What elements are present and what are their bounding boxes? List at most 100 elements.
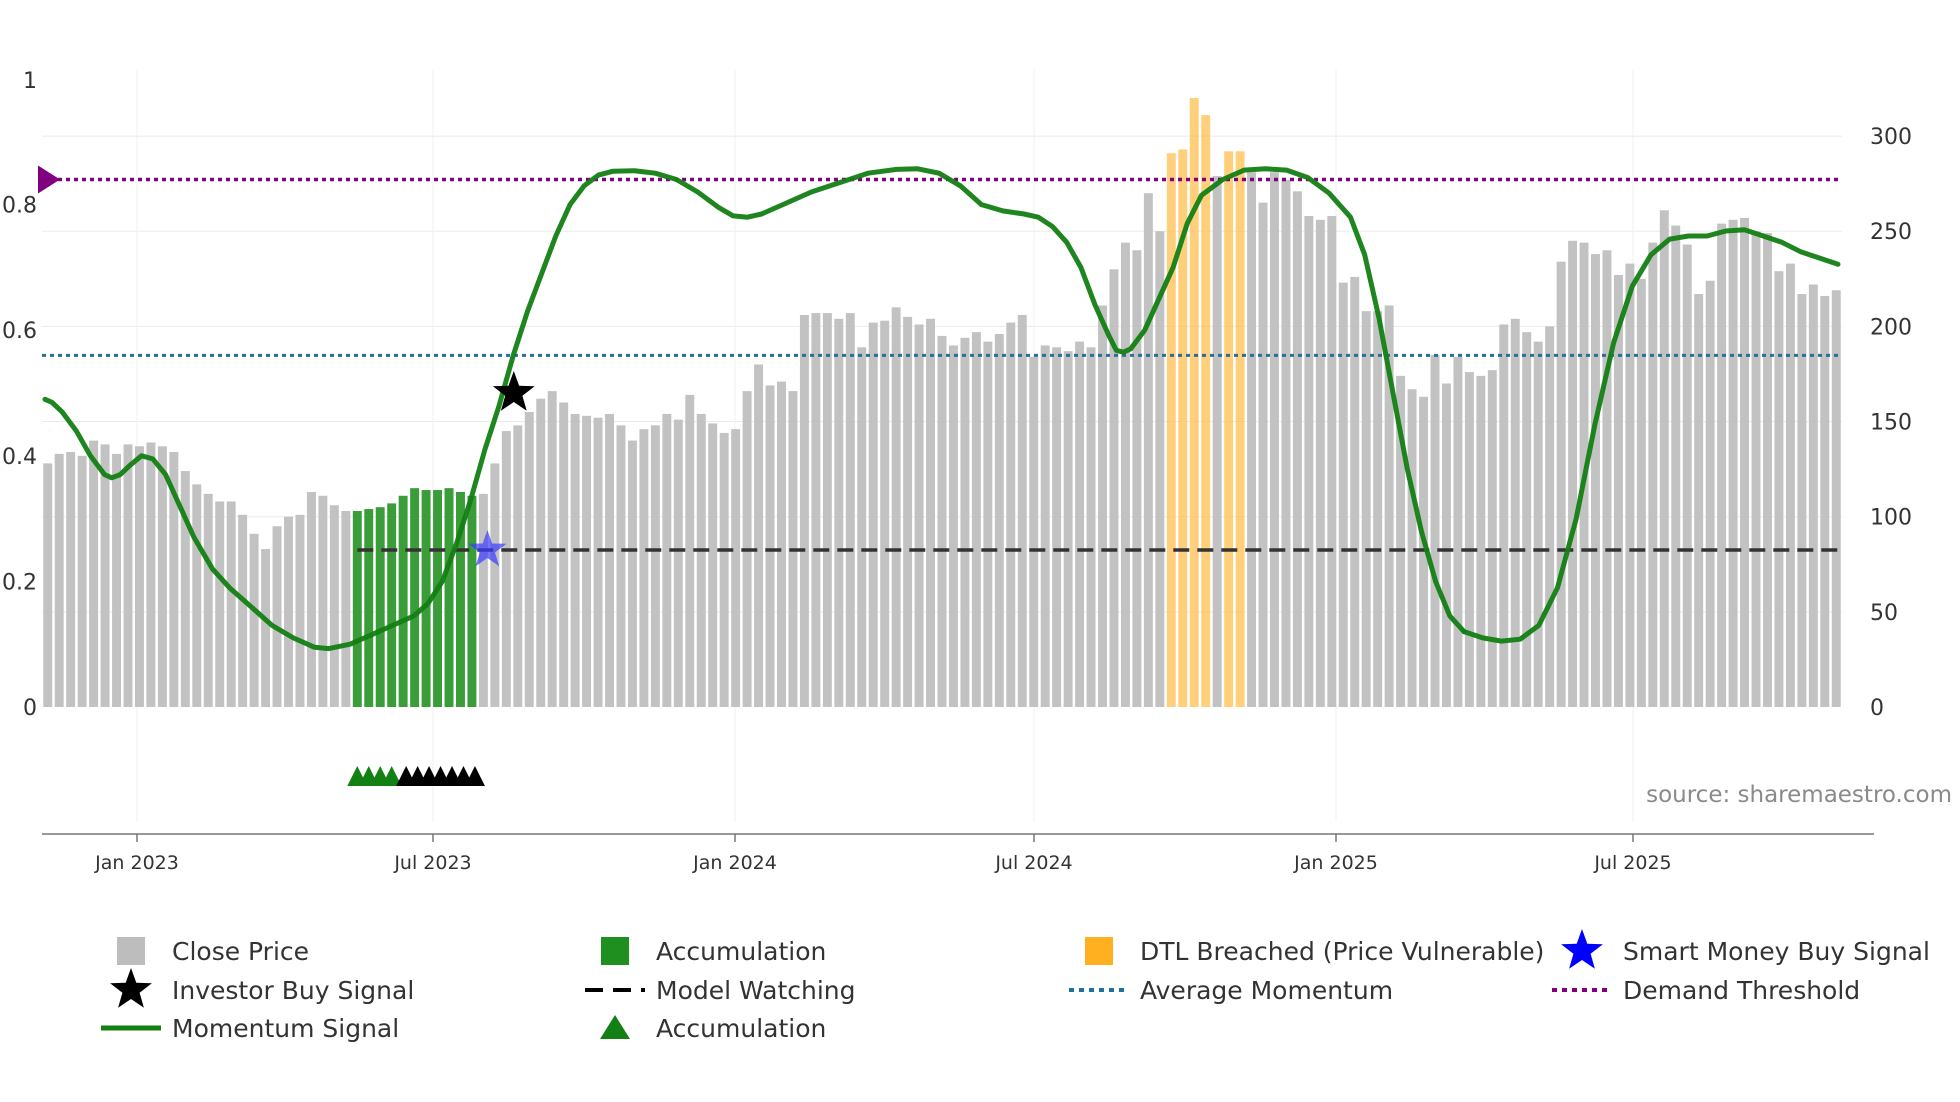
legend-label: DTL Breached (Price Vulnerable) [1140,937,1544,966]
close-price-bar [490,463,500,707]
x-axis-label: Jul 2023 [393,852,471,874]
close-price-bar [1212,176,1222,707]
accumulation-bar [456,491,465,707]
x-axis-label: Jul 2024 [994,852,1072,874]
close-price-bar [1155,231,1165,707]
close-price-bar [1499,324,1509,707]
left-axis-tick-label: 0.8 [2,194,37,219]
left-axis-tick-label: 0 [23,696,37,721]
close-price-bar [1694,294,1704,707]
right-axis-tick-label: 50 [1870,601,1898,626]
x-axis-label: Jan 2023 [94,852,179,874]
close-price-bar [799,314,809,707]
legend-label: Accumulation [656,1014,826,1043]
accumulation-bar [387,503,397,707]
close-price-bar [1075,341,1085,707]
close-price-bar [1476,375,1486,707]
close-price-bar [582,415,592,707]
close-price-bar [1453,356,1463,707]
accumulation-bar [375,507,385,707]
accumulation-bar [398,495,408,707]
close-price-bar [215,501,225,707]
legend-label: Momentum Signal [172,1014,399,1043]
close-price-bar [43,463,53,707]
close-price-bar [1568,240,1578,707]
legend-item: Accumulation [600,1014,826,1043]
close-price-bar [627,440,637,707]
close-price-bar [1740,217,1750,708]
right-axis-tick-label: 0 [1870,696,1884,721]
x-axis-label: Jan 2025 [1293,852,1378,874]
close-price-bar [971,332,981,707]
accumulation-bar [444,488,454,707]
close-price-bar [1636,278,1646,707]
close-price-bar [1625,263,1635,707]
close-price-bar [1728,219,1738,707]
close-price-bar [478,493,488,707]
close-price-bar [1556,261,1566,707]
close-price-bar [1029,356,1039,707]
close-price-bar [226,501,236,707]
dtl-breached-bar [1201,115,1211,707]
close-price-bar [1270,172,1279,708]
legend-label: Investor Buy Signal [172,976,414,1005]
close-price-bar [765,385,775,707]
right-axis-tick-label: 150 [1870,411,1912,436]
close-price-bar [1487,370,1497,707]
close-price-bar [1522,332,1532,707]
close-price-bar [777,381,786,707]
momentum-signal-line [1461,227,1841,644]
dtl-breached-bar [1166,153,1176,707]
close-price-bar [1430,354,1440,707]
close-price-bar [1464,372,1474,707]
legend-swatch-square [117,937,145,965]
close-price-bar [1361,311,1371,707]
legend-star-icon [110,968,152,1008]
close-price-bar [868,322,878,707]
close-price-bar [857,347,867,707]
close-price-bar [1785,263,1795,707]
close-price-bar [100,444,110,707]
accumulation-triangle [381,766,402,786]
legend-label: Model Watching [656,976,856,1005]
close-price-bar [1304,216,1314,707]
close-price-bar [926,318,936,707]
close-price-bar [1258,202,1268,708]
close-price-bar [1774,271,1784,707]
close-price-bar [994,334,1004,707]
close-price-bar [616,425,626,707]
legend-star-icon [1561,929,1603,969]
close-price-bar [1052,347,1062,707]
accumulation-bar [364,509,374,707]
close-price-bar [536,398,546,707]
close-price-bar [570,413,580,707]
legend-label: Demand Threshold [1623,976,1860,1005]
investor-buy-star [492,371,535,411]
close-price-bar [559,402,569,707]
close-price-bar [1671,225,1681,708]
close-price-bar [66,451,76,707]
close-price-bar [1751,231,1761,707]
close-price-bar [123,444,133,707]
close-price-bar [696,413,706,707]
close-price-bar [983,341,993,707]
close-price-bar [754,364,764,707]
dtl-breached-bar [1224,151,1234,707]
close-price-bar [272,526,282,707]
close-price-bar [1086,347,1096,707]
demand-threshold-marker [38,165,60,194]
right-axis-tick-label: 250 [1870,220,1912,245]
close-price-bar [1441,383,1451,707]
close-price-bar [112,453,121,707]
close-price-bar [937,335,947,707]
close-price-bar [1143,193,1153,707]
close-price-bar [1533,341,1543,707]
close-price-bar [593,417,603,707]
right-axis-tick-label: 100 [1870,506,1912,531]
left-axis-tick-label: 1 [23,69,37,94]
dtl-breached-bar [1178,149,1188,708]
close-price-bar [1247,172,1257,708]
close-price-bar [1613,275,1623,707]
close-price-bar [948,345,958,707]
